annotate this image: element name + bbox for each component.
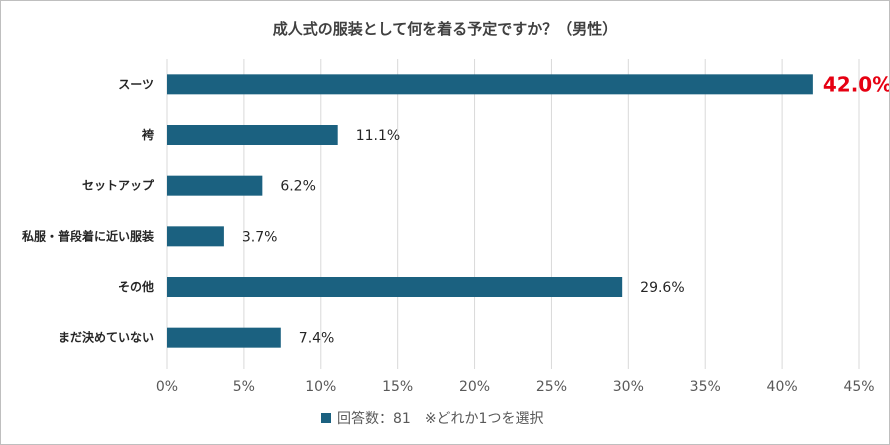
bar [167,175,263,196]
bar [167,277,623,297]
category-label: 私服・普段着に近い服装 [21,228,154,243]
data-label-highlight: 42.0% [823,72,889,96]
data-label: 7.4% [299,331,335,347]
x-tick-label: 25% [536,379,567,395]
data-labels: 42.0% 11.1% 6.2% 3.7% 29.6% 7.4% [242,72,889,346]
category-label: まだ決めていない [58,330,154,345]
bar [167,327,281,348]
data-label: 3.7% [242,229,278,245]
legend: 回答数：81 ※どれか1つを選択 [321,410,543,427]
data-label: 29.6% [640,280,684,296]
x-tick-label: 35% [690,379,721,395]
bar [167,125,338,145]
x-tick-label: 30% [613,379,644,395]
bar [167,226,224,247]
x-tick-label: 40% [767,379,798,395]
x-tick-label: 20% [459,379,490,395]
bars [167,74,813,348]
category-label: その他 [118,279,154,294]
bar [167,74,813,95]
chart-title: 成人式の服装として何を着る予定ですか？（男性） [273,20,618,38]
x-axis-ticks: 0% 5% 10% 15% 20% 25% 30% 35% 40% 45% [156,379,875,395]
category-label: 袴 [141,127,155,142]
data-label: 11.1% [356,128,400,144]
x-tick-label: 15% [382,379,413,395]
data-label: 6.2% [280,179,316,195]
legend-label: 回答数：81 ※どれか1つを選択 [337,410,543,427]
legend-swatch [321,413,331,423]
x-tick-label: 0% [156,379,178,395]
category-label: セットアップ [82,178,155,193]
category-label: スーツ [118,77,154,91]
x-tick-label: 5% [233,379,255,395]
gridlines [166,59,860,369]
x-tick-label: 45% [843,379,874,395]
x-tick-label: 10% [305,379,336,395]
